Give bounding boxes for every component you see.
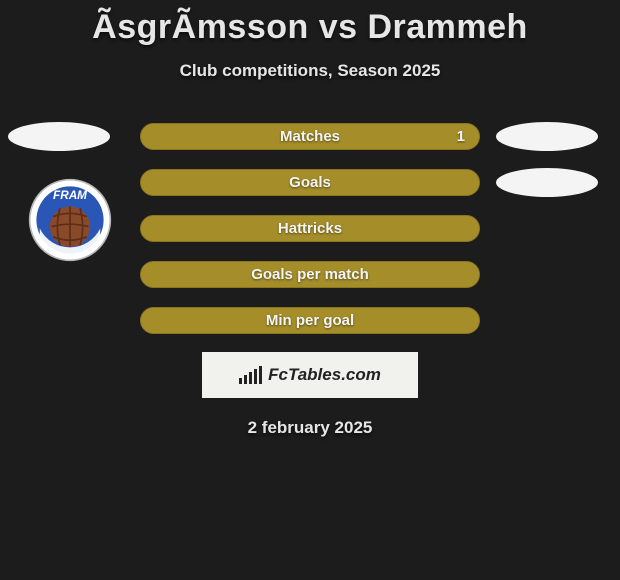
stat-row-min-per-goal: Min per goal xyxy=(0,307,620,334)
fctables-bars-icon xyxy=(239,366,262,384)
stat-row-goals: Goals xyxy=(0,169,620,196)
stat-row-goals-per-match: Goals per match xyxy=(0,261,620,288)
stat-label: Hattricks xyxy=(278,220,342,237)
stat-bar: Matches 1 xyxy=(140,123,480,150)
stat-label: Goals xyxy=(289,174,331,191)
stat-label: Min per goal xyxy=(266,312,354,329)
fctables-branding-box: FcTables.com xyxy=(202,352,418,398)
right-value-oval xyxy=(496,122,598,151)
page-title: ÃsgrÃmsson vs Drammeh xyxy=(0,0,620,47)
update-date: 2 february 2025 xyxy=(0,418,620,438)
stats-container: Matches 1 Goals Hattricks Goals per matc… xyxy=(0,123,620,334)
stat-label: Matches xyxy=(280,128,340,145)
stat-bar: Min per goal xyxy=(140,307,480,334)
left-value-oval xyxy=(8,122,110,151)
stat-bar: Goals per match xyxy=(140,261,480,288)
right-value-oval xyxy=(496,168,598,197)
stat-label: Goals per match xyxy=(251,266,369,283)
stat-row-matches: Matches 1 xyxy=(0,123,620,150)
stat-bar: Hattricks xyxy=(140,215,480,242)
stat-bar: Goals xyxy=(140,169,480,196)
fctables-text: FcTables.com xyxy=(268,365,381,385)
stat-row-hattricks: Hattricks xyxy=(0,215,620,242)
subtitle: Club competitions, Season 2025 xyxy=(0,61,620,81)
stat-value: 1 xyxy=(457,128,465,145)
